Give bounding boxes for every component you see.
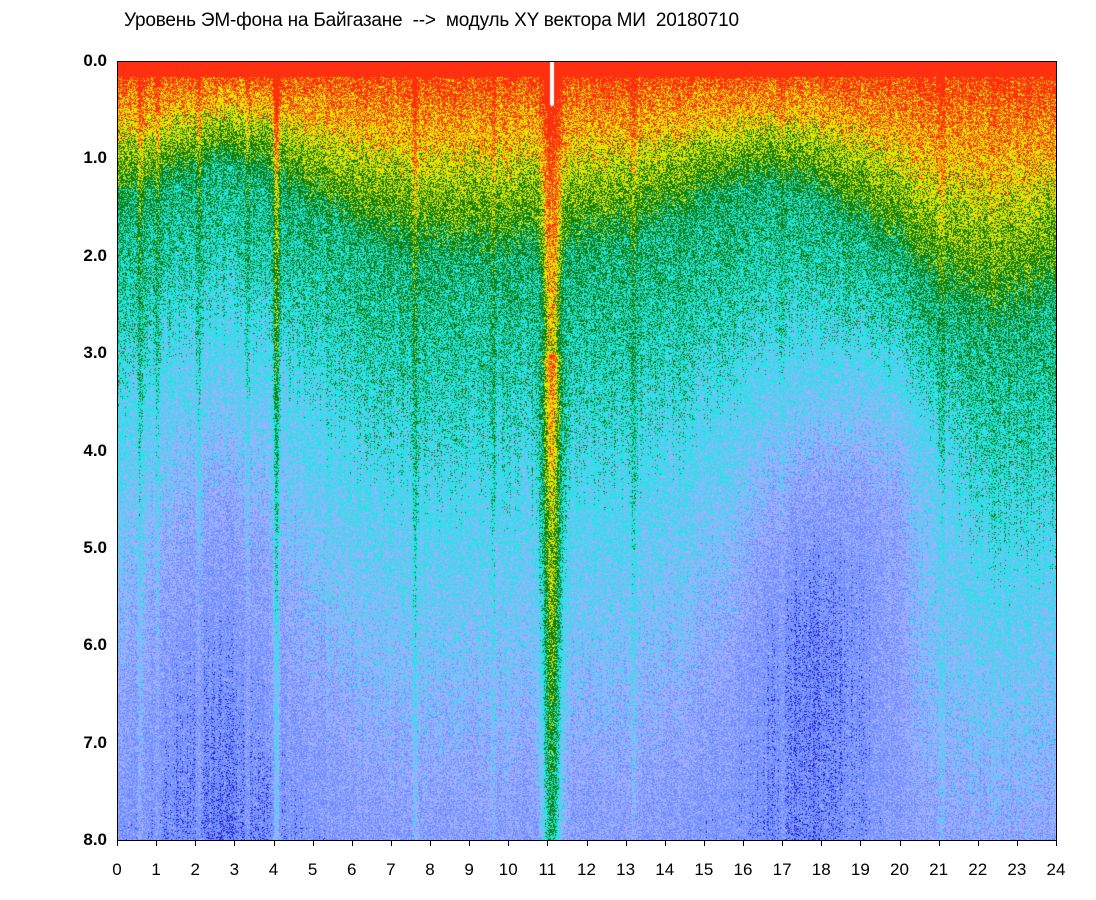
x-tick-label: 1 — [151, 860, 161, 879]
x-tick-label: 10 — [498, 860, 518, 879]
x-tick-mark — [743, 841, 744, 846]
x-tick-mark — [234, 841, 236, 846]
x-tick-label: 14 — [655, 860, 675, 879]
x-tick-mark — [156, 841, 158, 846]
x-tick-mark — [273, 841, 275, 846]
x-tick-label: 5 — [307, 860, 318, 879]
y-tick-label: 0.0 — [83, 51, 107, 70]
y-tick-label: 1.0 — [83, 148, 107, 168]
x-tick-mark — [938, 841, 940, 846]
heatmap-canvas — [118, 62, 1056, 840]
x-tick-mark — [821, 841, 823, 846]
x-tick-label: 19 — [850, 860, 870, 879]
x-tick-label: 0 — [112, 860, 122, 879]
y-tick-label: 8.0 — [83, 830, 107, 849]
x-tick-label: 9 — [464, 860, 474, 879]
x-tick-mark — [117, 841, 118, 846]
x-tick-mark — [977, 841, 979, 846]
x-tick-label: 13 — [616, 860, 636, 879]
x-tick-mark — [1016, 841, 1018, 846]
x-tick-mark — [625, 841, 627, 846]
y-tick-label: 3.0 — [83, 343, 107, 363]
x-tick-label: 2 — [190, 860, 200, 879]
x-tick-mark — [195, 841, 197, 846]
x-tick-label: 17 — [772, 860, 792, 879]
y-tick-label: 2.0 — [83, 245, 107, 265]
x-tick-mark — [664, 841, 666, 846]
x-tick-label: 18 — [811, 860, 831, 879]
x-tick-mark — [1056, 841, 1057, 846]
y-tick-label: 5.0 — [83, 537, 107, 557]
x-tick-mark — [547, 841, 549, 846]
x-tick-label: 21 — [929, 860, 949, 879]
x-tick-label: 22 — [968, 860, 988, 879]
heatmap-plot-area — [117, 61, 1057, 841]
x-tick-mark — [782, 841, 784, 846]
x-tick-mark — [469, 841, 471, 846]
x-tick-mark — [899, 841, 901, 846]
x-tick-mark — [586, 841, 588, 846]
y-tick-label: 7.0 — [83, 732, 107, 752]
x-tick-label: 15 — [694, 860, 714, 879]
x-tick-mark — [508, 841, 510, 846]
chart-title: Уровень ЭМ-фона на Байгазане --> модуль … — [124, 10, 739, 31]
x-tick-label: 20 — [890, 860, 909, 879]
x-tick-mark — [351, 841, 353, 846]
x-tick-label: 7 — [386, 860, 396, 879]
x-tick-label: 16 — [733, 860, 753, 879]
x-tick-mark — [430, 841, 431, 846]
x-tick-label: 8 — [425, 860, 435, 879]
y-tick-label: 4.0 — [83, 440, 107, 460]
x-tick-label: 3 — [229, 860, 240, 879]
x-tick-label: 11 — [538, 860, 557, 879]
x-tick-label: 24 — [1046, 860, 1066, 879]
x-tick-label: 12 — [577, 860, 596, 879]
x-tick-mark — [312, 841, 314, 846]
x-tick-label: 23 — [1007, 860, 1027, 879]
x-tick-label: 4 — [268, 860, 279, 879]
x-tick-mark — [703, 841, 705, 846]
y-tick-label: 6.0 — [83, 635, 107, 655]
x-tick-mark — [390, 841, 392, 846]
x-tick-label: 6 — [347, 860, 357, 879]
x-tick-mark — [860, 841, 862, 846]
